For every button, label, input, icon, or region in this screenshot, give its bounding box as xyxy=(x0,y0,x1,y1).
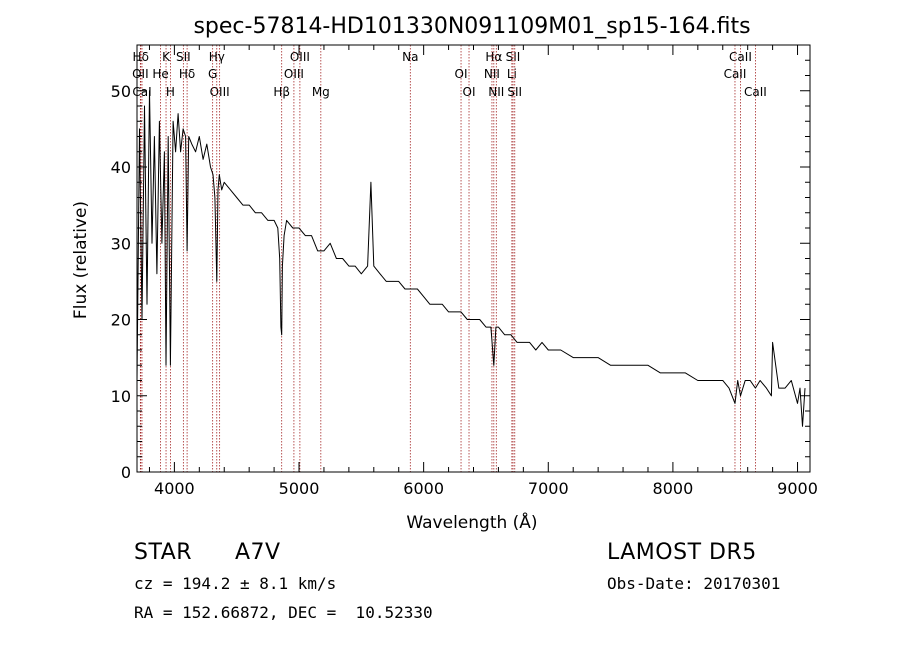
line-marker-label: Hδ xyxy=(179,67,195,81)
survey-name: LAMOST DR5 xyxy=(607,540,757,565)
line-marker-label: SII xyxy=(506,50,521,64)
line-marker-label: Na xyxy=(402,50,418,64)
line-marker-label: He xyxy=(152,67,168,81)
y-tick-label: 0 xyxy=(121,463,131,482)
y-tick-label: 10 xyxy=(111,387,131,406)
object-subclass: A7V xyxy=(235,540,281,565)
line-marker-label: CaII xyxy=(744,85,767,99)
line-marker-label: CaI xyxy=(132,85,151,99)
line-marker-label: K xyxy=(162,50,171,64)
coordinates: RA = 152.66872, DEC = 10.52330 xyxy=(134,603,433,622)
line-marker-label: SII xyxy=(176,50,191,64)
line-marker-label: OIII xyxy=(290,50,310,64)
x-tick-label: 7000 xyxy=(528,479,569,498)
line-marker-label: OI xyxy=(455,67,468,81)
x-tick-label: 6000 xyxy=(403,479,444,498)
object-class: STAR xyxy=(134,540,193,565)
x-tick-label: 9000 xyxy=(777,479,818,498)
line-marker-label: Li xyxy=(507,67,517,81)
line-marker-label: Hα xyxy=(485,50,502,64)
axes: 4000 5000 6000 7000 8000 9000 0 10 20 30 40 50 xyxy=(111,45,818,498)
line-marker-label: CaII xyxy=(729,50,752,64)
spectrum-line xyxy=(136,90,806,427)
x-tick-label: 4000 xyxy=(154,479,195,498)
x-tick-label: 5000 xyxy=(279,479,320,498)
line-marker-label: Hβ xyxy=(273,85,290,99)
y-tick-label: 20 xyxy=(111,311,131,330)
line-marker-label: SII xyxy=(507,85,522,99)
y-axis-label: Flux (relative) xyxy=(71,201,91,319)
redshift-cz: cz = 194.2 ± 8.1 km/s xyxy=(134,574,337,593)
line-marker-label: OIII xyxy=(210,85,230,99)
y-tick-label: 40 xyxy=(111,158,131,177)
line-marker-label: OII xyxy=(132,67,149,81)
line-marker-label: OIII xyxy=(284,67,304,81)
line-marker-label: NII xyxy=(488,85,504,99)
observation-date: Obs-Date: 20170301 xyxy=(607,574,781,593)
spectrum-series xyxy=(136,90,806,427)
x-tick-label: 8000 xyxy=(653,479,694,498)
line-marker-label: NII xyxy=(484,67,500,81)
line-markers: HδOIICaIKHeHSIIHδOIIIHγGHβOIIIOIIIMgNaOI… xyxy=(132,45,767,472)
line-marker-label: OI xyxy=(463,85,476,99)
line-marker-label: CaII xyxy=(724,67,747,81)
line-marker-label: Hγ xyxy=(209,50,225,64)
line-marker-label: G xyxy=(208,67,217,81)
x-axis-label: Wavelength (Å) xyxy=(406,511,537,533)
plot-frame xyxy=(136,44,811,473)
y-tick-label: 30 xyxy=(111,234,131,253)
line-marker-label: Mg xyxy=(312,85,330,99)
y-tick-label: 50 xyxy=(111,82,131,101)
chart-title: spec-57814-HD101330N091109M01_sp15-164.f… xyxy=(193,14,750,39)
spectrum-chart: spec-57814-HD101330N091109M01_sp15-164.f… xyxy=(71,14,818,533)
line-marker-label: H xyxy=(166,85,175,99)
